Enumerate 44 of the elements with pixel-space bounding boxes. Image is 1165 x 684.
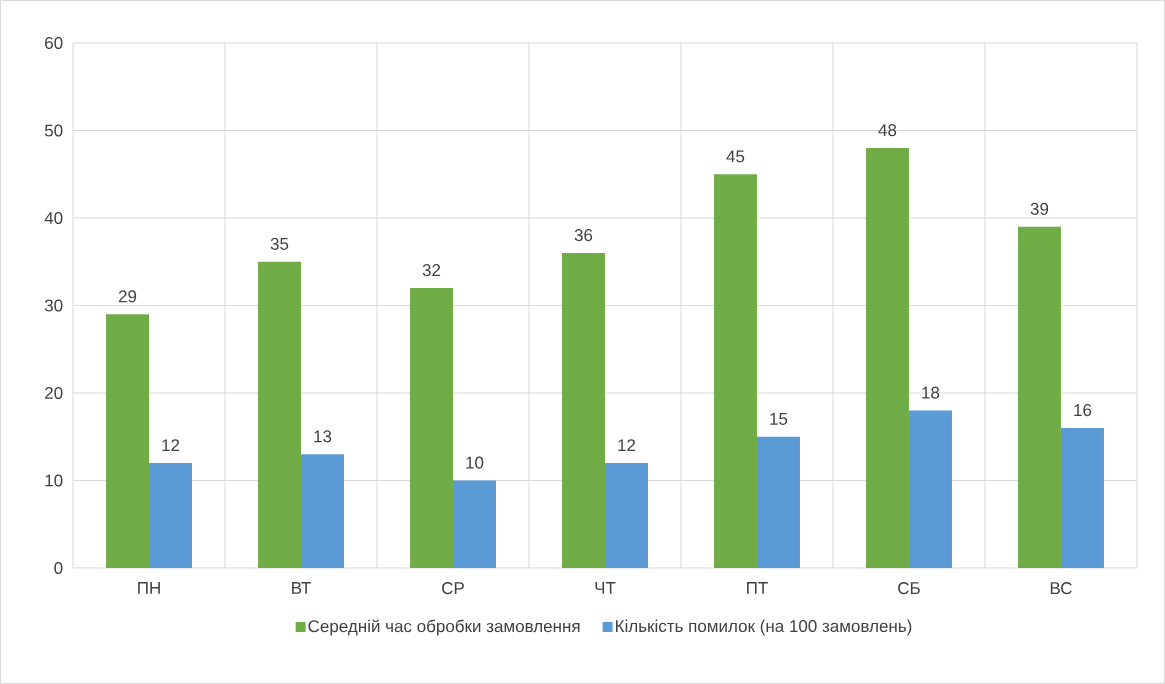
bar — [908, 410, 952, 568]
bar — [258, 261, 301, 568]
data-label: 10 — [466, 456, 484, 469]
bar — [604, 462, 648, 568]
y-tick-label: 20 — [45, 386, 63, 400]
data-label: 48 — [878, 124, 897, 137]
x-tick-label: СБ — [898, 582, 920, 595]
data-label: 16 — [1074, 404, 1092, 417]
y-tick-label: 30 — [44, 299, 63, 312]
data-label: 15 — [770, 413, 788, 425]
data-label: 12 — [618, 439, 636, 452]
data-label: 45 — [726, 150, 745, 163]
x-tick-label: ПН — [138, 582, 160, 594]
bar — [1017, 226, 1061, 568]
x-tick-label: СР — [442, 582, 464, 595]
data-label: 35 — [270, 237, 289, 250]
legend-label: Кількість помилок (на 100 замовлень) — [616, 619, 912, 636]
data-label: 36 — [574, 229, 593, 242]
y-tick-label: 40 — [44, 211, 63, 225]
bar — [756, 436, 800, 568]
bar — [106, 314, 149, 568]
legend-label: Середній час обробки замовлення — [308, 619, 580, 636]
data-label: 39 — [1030, 202, 1049, 215]
bar — [300, 454, 344, 568]
bar — [149, 462, 192, 568]
bar — [1060, 427, 1104, 568]
data-label: 29 — [118, 290, 137, 303]
bar — [561, 252, 605, 568]
bar — [452, 480, 496, 568]
y-tick-label: 60 — [45, 36, 63, 50]
x-tick-label: ЧТ — [595, 582, 616, 594]
y-tick-label: 50 — [44, 124, 63, 137]
y-tick-label: 10 — [45, 474, 63, 487]
bar — [409, 287, 453, 568]
y-tick-label: 0 — [54, 561, 63, 575]
bar — [713, 174, 757, 568]
x-tick-label: ПТ — [747, 582, 768, 594]
data-label: 32 — [422, 264, 441, 277]
x-tick-label: ВС — [1050, 582, 1072, 595]
x-tick-label: ВТ — [292, 582, 311, 594]
data-label: 18 — [922, 386, 940, 399]
bar — [865, 147, 909, 568]
data-label: 13 — [314, 430, 332, 443]
data-label: 12 — [162, 439, 180, 452]
